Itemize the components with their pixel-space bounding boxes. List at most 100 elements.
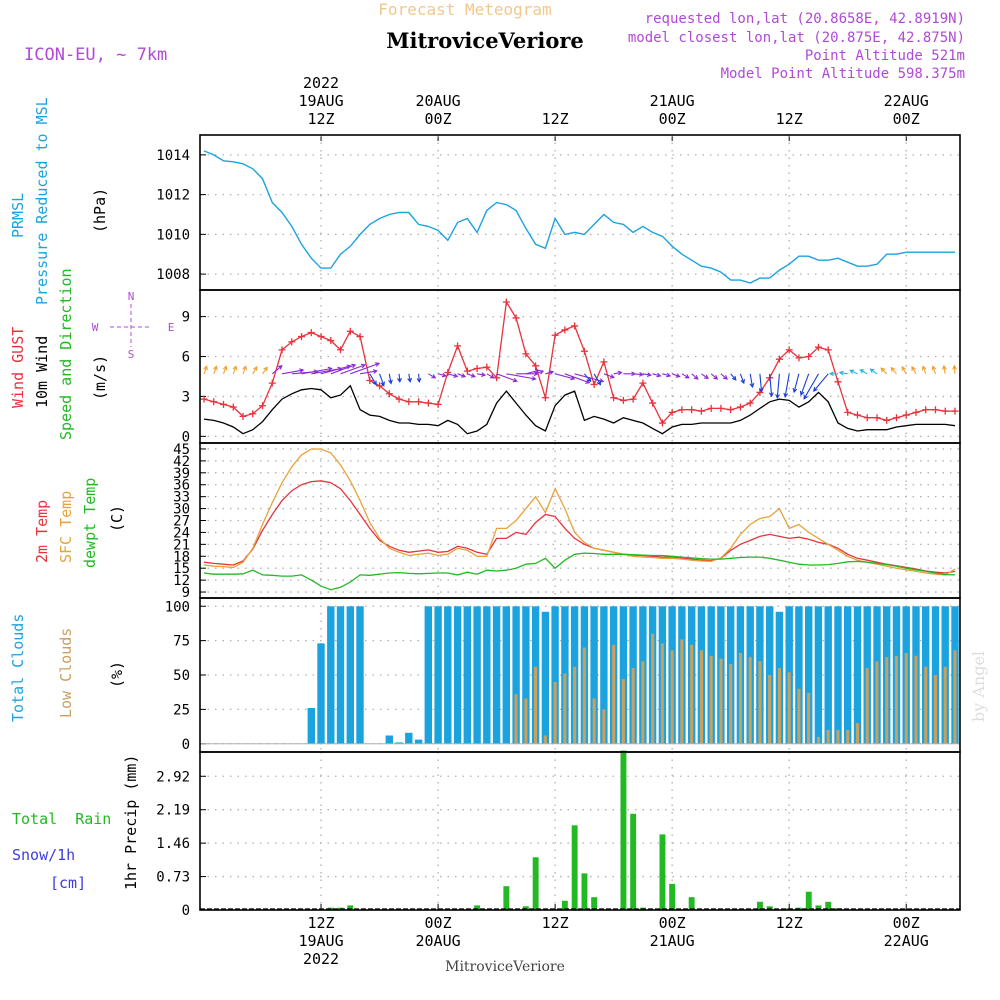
total-cloud-bar xyxy=(317,643,325,744)
gust-marker xyxy=(551,331,559,339)
wind-arrow xyxy=(222,365,228,374)
precip-tick-label: 1.46 xyxy=(156,836,190,852)
rain-bar xyxy=(669,883,676,910)
bottom-time-label: 12Z xyxy=(776,914,803,932)
pressure-unit: (hPa) xyxy=(91,188,109,233)
clouds-panel: 0 25 50 75 100 xyxy=(165,598,960,753)
wind-arrow xyxy=(583,373,592,383)
rain-bar xyxy=(766,906,773,910)
wind-arrow xyxy=(642,372,652,378)
total-cloud-bar xyxy=(814,606,823,744)
wind-arrow xyxy=(330,363,357,375)
total-cloud-bar xyxy=(444,606,452,744)
wind-arrow xyxy=(828,371,838,377)
wind-arrow xyxy=(749,373,755,389)
pressure-panel: 1008 1010 1012 1014 xyxy=(156,135,960,290)
gust-marker xyxy=(366,376,374,384)
total-cloud-bar xyxy=(492,606,501,744)
wind-arrow xyxy=(672,373,681,378)
low-cloud-bar xyxy=(573,666,577,744)
gust-marker xyxy=(239,412,247,420)
cloud-label-total: Total Clouds xyxy=(9,614,27,722)
gust-marker xyxy=(736,403,744,411)
wind-arrow xyxy=(783,373,790,398)
bottom-time-label: 00Z xyxy=(893,914,920,932)
wind-tick-label: 6 xyxy=(182,350,190,366)
gust-marker xyxy=(707,404,715,412)
wind-arrow xyxy=(911,365,917,375)
low-cloud-bar xyxy=(670,650,674,744)
total-cloud-bar xyxy=(844,606,852,744)
dewpt-line xyxy=(203,552,956,591)
credit: by Angel xyxy=(969,651,988,722)
total-cloud-bar xyxy=(805,606,813,744)
wind-tick-label: 3 xyxy=(182,389,190,405)
top-time-label: 22AUG xyxy=(884,92,929,110)
low-cloud-bar xyxy=(612,644,616,744)
gust-marker xyxy=(658,419,666,427)
gust-marker xyxy=(951,407,959,415)
rain-bar xyxy=(805,891,812,910)
wind-arrow xyxy=(213,365,218,374)
temp-label-dewpt: dewpt Temp xyxy=(81,478,99,568)
wind-arrow xyxy=(203,365,208,374)
low-cloud-bar xyxy=(768,675,772,744)
precip-tick-label: 2.19 xyxy=(156,803,190,819)
wind-tick-label: 0 xyxy=(182,429,190,445)
wind-arrow xyxy=(603,373,615,379)
bottom-time-label: 19AUG xyxy=(298,932,343,950)
low-cloud-bar xyxy=(914,655,918,744)
wind-arrow xyxy=(942,364,947,374)
total-cloud-bar xyxy=(522,606,530,744)
station-title: MitroviceVeriore xyxy=(386,28,584,53)
gust-marker xyxy=(795,354,803,362)
temperature-tick-label: 15 xyxy=(173,561,190,577)
low-cloud-bar xyxy=(729,664,733,744)
wind-arrow xyxy=(593,373,601,386)
gust-marker xyxy=(805,353,813,361)
low-cloud-bar xyxy=(894,655,898,744)
panels: 1008101010121014036991215182124273033363… xyxy=(156,134,961,919)
low-cloud-bar xyxy=(807,692,811,744)
gust-marker xyxy=(775,355,783,363)
wind-arrow xyxy=(416,373,422,383)
gust-marker xyxy=(522,350,530,358)
wind-arrow xyxy=(496,373,518,383)
bottom-time-label: 00Z xyxy=(659,914,686,932)
wind-arrow xyxy=(457,373,467,378)
wind-unit: (m/s) xyxy=(91,355,109,400)
precip-tick-label: 2.92 xyxy=(156,769,190,785)
wind-arrow xyxy=(252,365,258,375)
gust-marker xyxy=(415,398,423,406)
top-time-label: 20AUG xyxy=(415,92,460,110)
pressure-tick-label: 1014 xyxy=(156,148,190,164)
top-time-label: 21AUG xyxy=(650,92,695,110)
precip-label-rain: Total Rain xyxy=(12,810,111,828)
wind-arrow xyxy=(859,369,868,375)
low-cloud-bar xyxy=(738,653,742,744)
clouds-tick-label: 100 xyxy=(165,599,190,615)
pressure-tick-label: 1012 xyxy=(156,188,190,204)
low-cloud-bar xyxy=(641,661,645,744)
clouds-tick-label: 25 xyxy=(173,702,190,718)
bottom-time-label: 20AUG xyxy=(415,932,460,950)
low-cloud-bar xyxy=(904,653,908,744)
total-cloud-bar xyxy=(405,732,413,744)
gust-marker xyxy=(434,400,442,408)
wind-arrow xyxy=(952,364,957,374)
wind-arrow xyxy=(662,372,672,378)
low-cloud-bar xyxy=(816,736,820,744)
total-cloud-bar xyxy=(502,606,510,744)
gust-marker xyxy=(639,379,647,387)
temp-panel-labels: 2m Temp SFC Temp dewpt Temp (C) xyxy=(33,478,126,568)
low-cloud-bar xyxy=(943,666,947,744)
gust-marker xyxy=(697,407,705,415)
temp-label-2m: 2m Temp xyxy=(33,500,51,563)
total-cloud-bar xyxy=(590,606,598,744)
gust-marker xyxy=(873,414,881,422)
wind-panel: 0 3 6 9 xyxy=(182,290,960,445)
wind-arrow xyxy=(803,373,819,400)
